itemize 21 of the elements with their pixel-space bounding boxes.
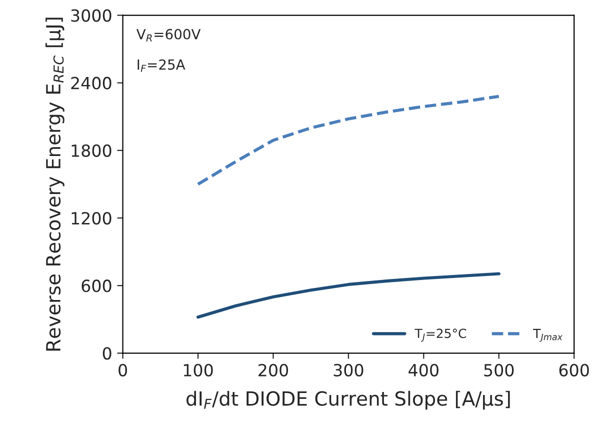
y-axis-title: Reverse Recovery Energy E$_{REC}$ [µJ] <box>46 18 64 351</box>
x-tick-label: 600 <box>559 364 589 376</box>
y-tick-label: 3000 <box>71 9 112 22</box>
x-tick-label: 0 <box>118 364 127 376</box>
y-tick-label: 600 <box>82 280 112 292</box>
legend-label: T$_{J}$=25°C <box>414 328 466 342</box>
line-series <box>196 94 500 186</box>
y-tick-label: 1800 <box>72 144 112 157</box>
annotation: V$_{R}$=600V <box>136 28 201 42</box>
annotation: I$_{F}$=25A <box>138 59 186 72</box>
x-tick-label: 400 <box>408 364 438 376</box>
y-tick-label: 1200 <box>72 212 112 225</box>
y-tick-label: 0 <box>102 347 112 360</box>
x-tick-label: 100 <box>184 364 213 376</box>
x-axis-title: dI$_{F}$/dt DIODE Current Slope [A/µs] <box>186 390 510 410</box>
line-series <box>196 272 500 319</box>
x-tick-label: 300 <box>334 364 364 376</box>
x-tick-label: 200 <box>258 364 288 376</box>
x-tick-label: 500 <box>484 364 514 376</box>
y-tick-label: 2400 <box>71 76 112 90</box>
legend-label: T$_{Jmax}$ <box>533 328 563 342</box>
